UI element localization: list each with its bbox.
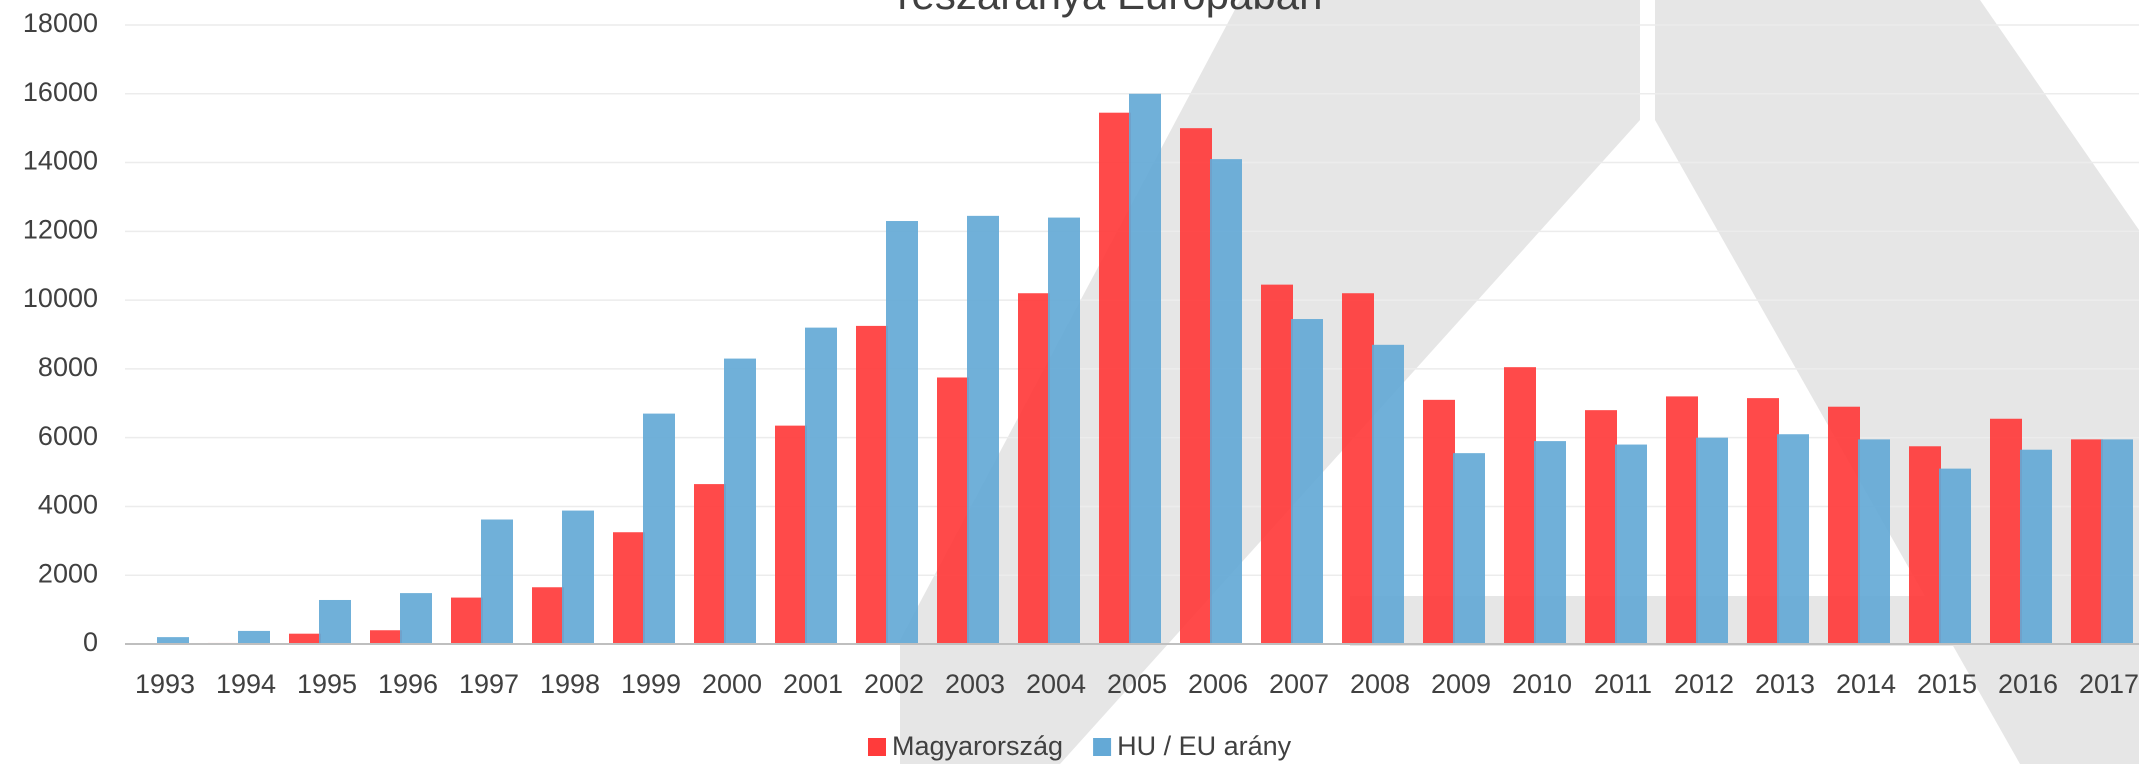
bar — [1018, 293, 1050, 644]
x-tick-label: 2001 — [783, 669, 843, 699]
bar — [1342, 293, 1374, 644]
bar — [1585, 410, 1617, 644]
bar — [289, 633, 321, 644]
bar — [1291, 319, 1323, 644]
bar — [694, 484, 726, 644]
legend-label: HU / EU arány — [1117, 731, 1292, 761]
bar — [1696, 437, 1728, 644]
x-tick-label: 2000 — [702, 669, 762, 699]
y-tick-label: 2000 — [38, 558, 98, 588]
bar — [613, 532, 645, 644]
x-tick-label: 2009 — [1431, 669, 1491, 699]
y-tick-label: 18000 — [23, 8, 98, 38]
bar — [805, 327, 837, 644]
bar — [643, 413, 675, 644]
bar — [1615, 444, 1647, 644]
x-tick-label: 1996 — [378, 669, 438, 699]
bar — [1210, 159, 1242, 644]
bar — [2071, 439, 2103, 644]
legend-swatch — [1093, 738, 1112, 756]
x-tick-label: 2016 — [1998, 669, 2058, 699]
x-tick-label: 1994 — [216, 669, 276, 699]
bar — [886, 221, 918, 644]
x-tick-label: 2012 — [1674, 669, 1734, 699]
y-tick-label: 6000 — [38, 421, 98, 451]
bar — [724, 358, 756, 644]
x-tick-label: 2010 — [1512, 669, 1572, 699]
y-tick-label: 8000 — [38, 352, 98, 382]
bar — [238, 630, 270, 644]
bar — [1048, 217, 1080, 645]
x-tick-label: 2014 — [1836, 669, 1896, 699]
bar — [1453, 453, 1485, 644]
bar — [856, 325, 888, 644]
bar — [775, 425, 807, 644]
legend: Magyarország HU / EU arány — [868, 731, 1292, 761]
x-tick-label: 1998 — [540, 669, 600, 699]
bar — [1666, 396, 1698, 644]
bar — [562, 510, 594, 644]
x-tick-label: 2004 — [1026, 669, 1086, 699]
x-tick-label: 2013 — [1755, 669, 1815, 699]
bar — [481, 519, 513, 644]
x-tick-label: 2005 — [1107, 669, 1167, 699]
bar — [1534, 441, 1566, 644]
x-tick-label: 1995 — [297, 669, 357, 699]
x-tick-label: 1999 — [621, 669, 681, 699]
x-tick-label: 2008 — [1350, 669, 1410, 699]
legend-swatch — [868, 738, 886, 756]
bar — [1909, 446, 1941, 644]
y-tick-label: 4000 — [38, 490, 98, 520]
bar — [319, 599, 351, 644]
bar — [1777, 434, 1809, 644]
bar — [157, 637, 189, 644]
bar — [532, 587, 564, 644]
x-tick-label: 2007 — [1269, 669, 1329, 699]
bar — [1423, 399, 1455, 644]
bar — [1858, 439, 1890, 644]
x-tick-label: 2002 — [864, 669, 924, 699]
x-tick-label: 2003 — [945, 669, 1005, 699]
bar — [1939, 468, 1971, 644]
y-tick-label: 12000 — [23, 214, 98, 244]
bar — [370, 630, 402, 644]
y-tick-label: 0 — [83, 627, 98, 657]
x-tick-label: 2011 — [1594, 669, 1652, 699]
x-tick-label: 1997 — [459, 669, 519, 699]
y-tick-label: 14000 — [23, 146, 98, 176]
bar — [1828, 406, 1860, 644]
bar — [1261, 284, 1293, 644]
legend-label: Magyarország — [892, 731, 1063, 761]
y-tick-label: 10000 — [23, 283, 98, 313]
bar — [1099, 112, 1131, 645]
bar — [2020, 449, 2052, 644]
x-tick-label: 2015 — [1917, 669, 1977, 699]
x-tick-label: 2017 — [2079, 669, 2139, 699]
bar — [1990, 418, 2022, 644]
bar — [400, 593, 432, 644]
chart-title: részaránya Európában — [898, 0, 1323, 18]
bar — [2101, 439, 2133, 644]
bar — [1372, 344, 1404, 644]
y-tick-label: 16000 — [23, 77, 98, 107]
bar — [1747, 398, 1779, 644]
bar — [1129, 93, 1161, 645]
bar — [1180, 128, 1212, 644]
bar — [967, 215, 999, 644]
x-tick-label: 2006 — [1188, 669, 1248, 699]
bar — [937, 377, 969, 644]
x-tick-label: 1993 — [135, 669, 195, 699]
bar — [1504, 367, 1536, 644]
bar — [451, 597, 483, 644]
